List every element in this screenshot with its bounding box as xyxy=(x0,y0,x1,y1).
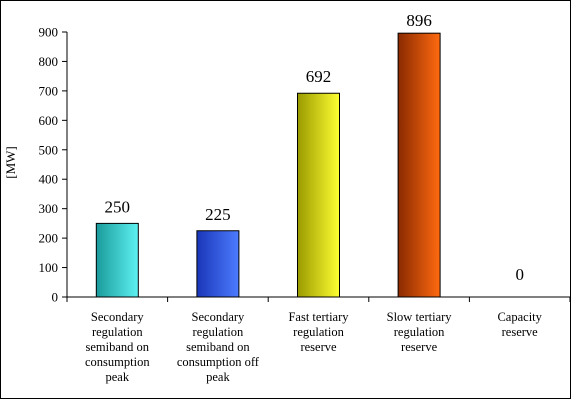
y-tick-label: 900 xyxy=(39,25,59,40)
x-category-label: Slow tertiary regulation reserve xyxy=(387,310,453,354)
x-category-label: Secondary regulation semiband on consumptio… xyxy=(85,310,150,384)
bar xyxy=(95,222,139,298)
x-category-label: Fast tertiary regulation reserve xyxy=(288,310,349,354)
y-axis-label: [MW] xyxy=(3,146,18,179)
bar xyxy=(196,230,240,298)
x-axis: Secondary regulation semiband on consumptio… xyxy=(66,296,571,384)
y-tick-label: 100 xyxy=(39,260,59,275)
y-tick-label: 200 xyxy=(39,231,59,246)
y-tick-label: 300 xyxy=(39,201,59,216)
y-tick-label: 0 xyxy=(52,290,59,305)
bar-value-label: 896 xyxy=(406,11,432,30)
bar-value-label: 250 xyxy=(105,197,131,216)
y-tick-label: 600 xyxy=(39,113,59,128)
y-tick-label: 700 xyxy=(39,83,59,98)
bar-value-label: 225 xyxy=(205,205,231,224)
bar xyxy=(297,92,340,298)
x-category-label: Secondary regulation semiband on consumptio… xyxy=(177,310,260,384)
bar-value-label: 692 xyxy=(306,67,332,86)
x-category-label: Capacity reserve xyxy=(497,310,542,339)
y-tick-label: 400 xyxy=(39,172,59,187)
y-tick-label: 800 xyxy=(39,54,59,69)
y-axis: 0 100 200 300 400 500 600 700 800 900 xyxy=(39,25,68,305)
y-tick-label: 500 xyxy=(39,142,59,157)
bars: 250 225 692 896 0 xyxy=(95,11,524,298)
bar xyxy=(397,32,441,298)
bar-value-label: 0 xyxy=(515,265,524,284)
